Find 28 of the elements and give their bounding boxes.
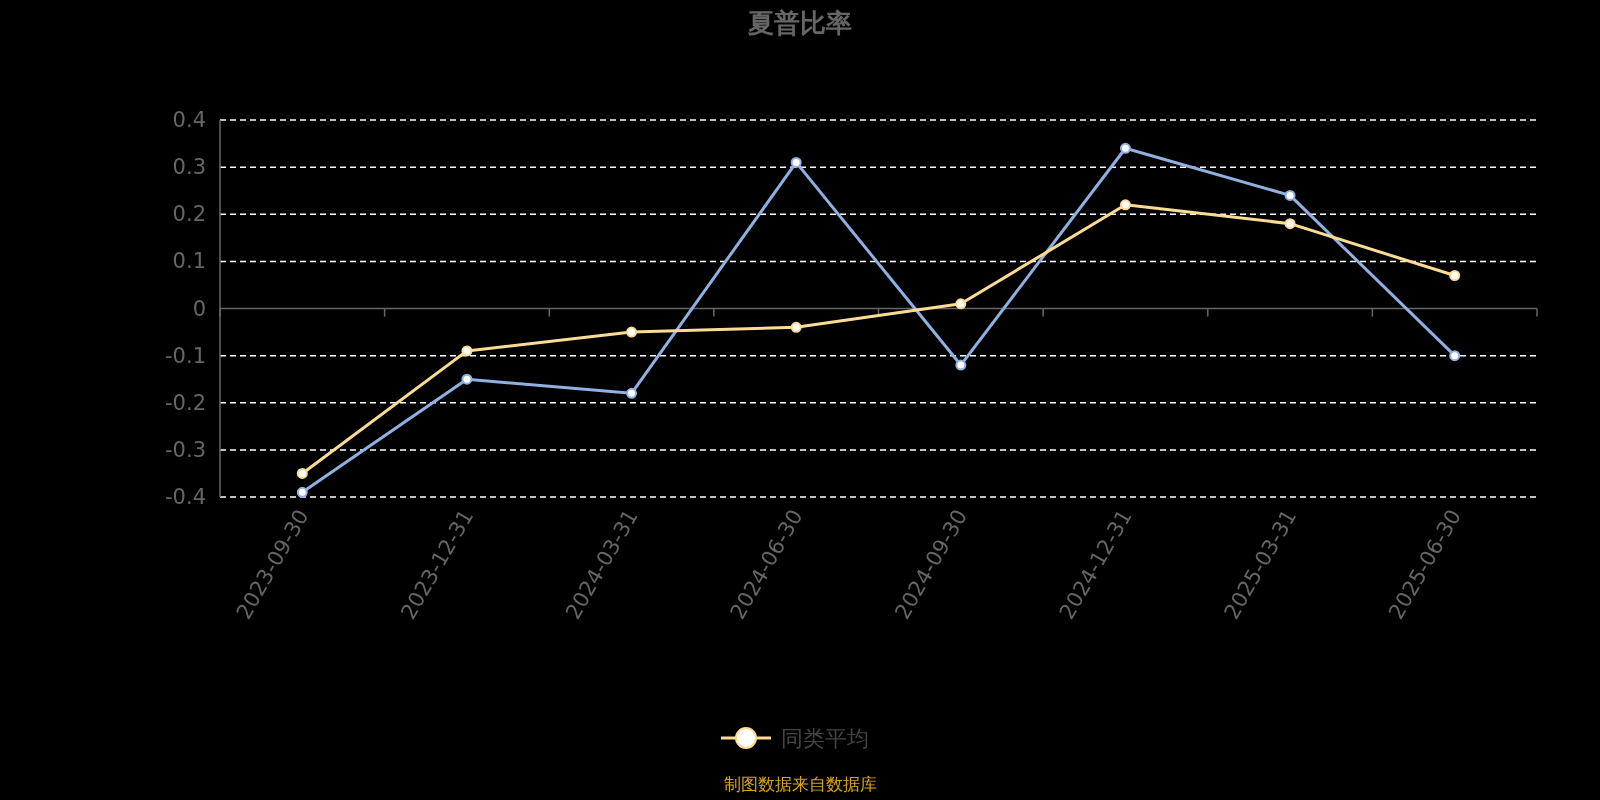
y-tick-label: 0 [192,296,206,321]
text: 制图数据来自数据库 [723,774,877,794]
y-tick-label: -0.2 [165,390,206,415]
chart-title: 夏普比率 [747,8,852,38]
point [1284,189,1296,201]
point [790,321,802,333]
point [1284,218,1296,230]
point [626,326,638,338]
point [1449,270,1461,282]
point [955,359,967,371]
point [296,486,308,498]
y-tick-label: 0.2 [172,202,206,227]
point [461,373,473,385]
y-tick-label: -0.4 [165,485,206,509]
point [1119,142,1131,154]
point [296,467,308,479]
y-tick-label: -0.3 [165,437,206,462]
point [1119,199,1131,211]
point [1449,350,1461,362]
point [790,156,802,168]
point [626,387,638,399]
y-tick-label: 0.1 [172,249,206,274]
point [955,298,967,310]
legend-label: 同类平均 [781,726,869,751]
y-tick-label: -0.1 [165,343,206,368]
y-tick-label: 0.3 [172,155,206,180]
y-tick-label: 0.4 [172,108,206,132]
point [461,345,473,357]
